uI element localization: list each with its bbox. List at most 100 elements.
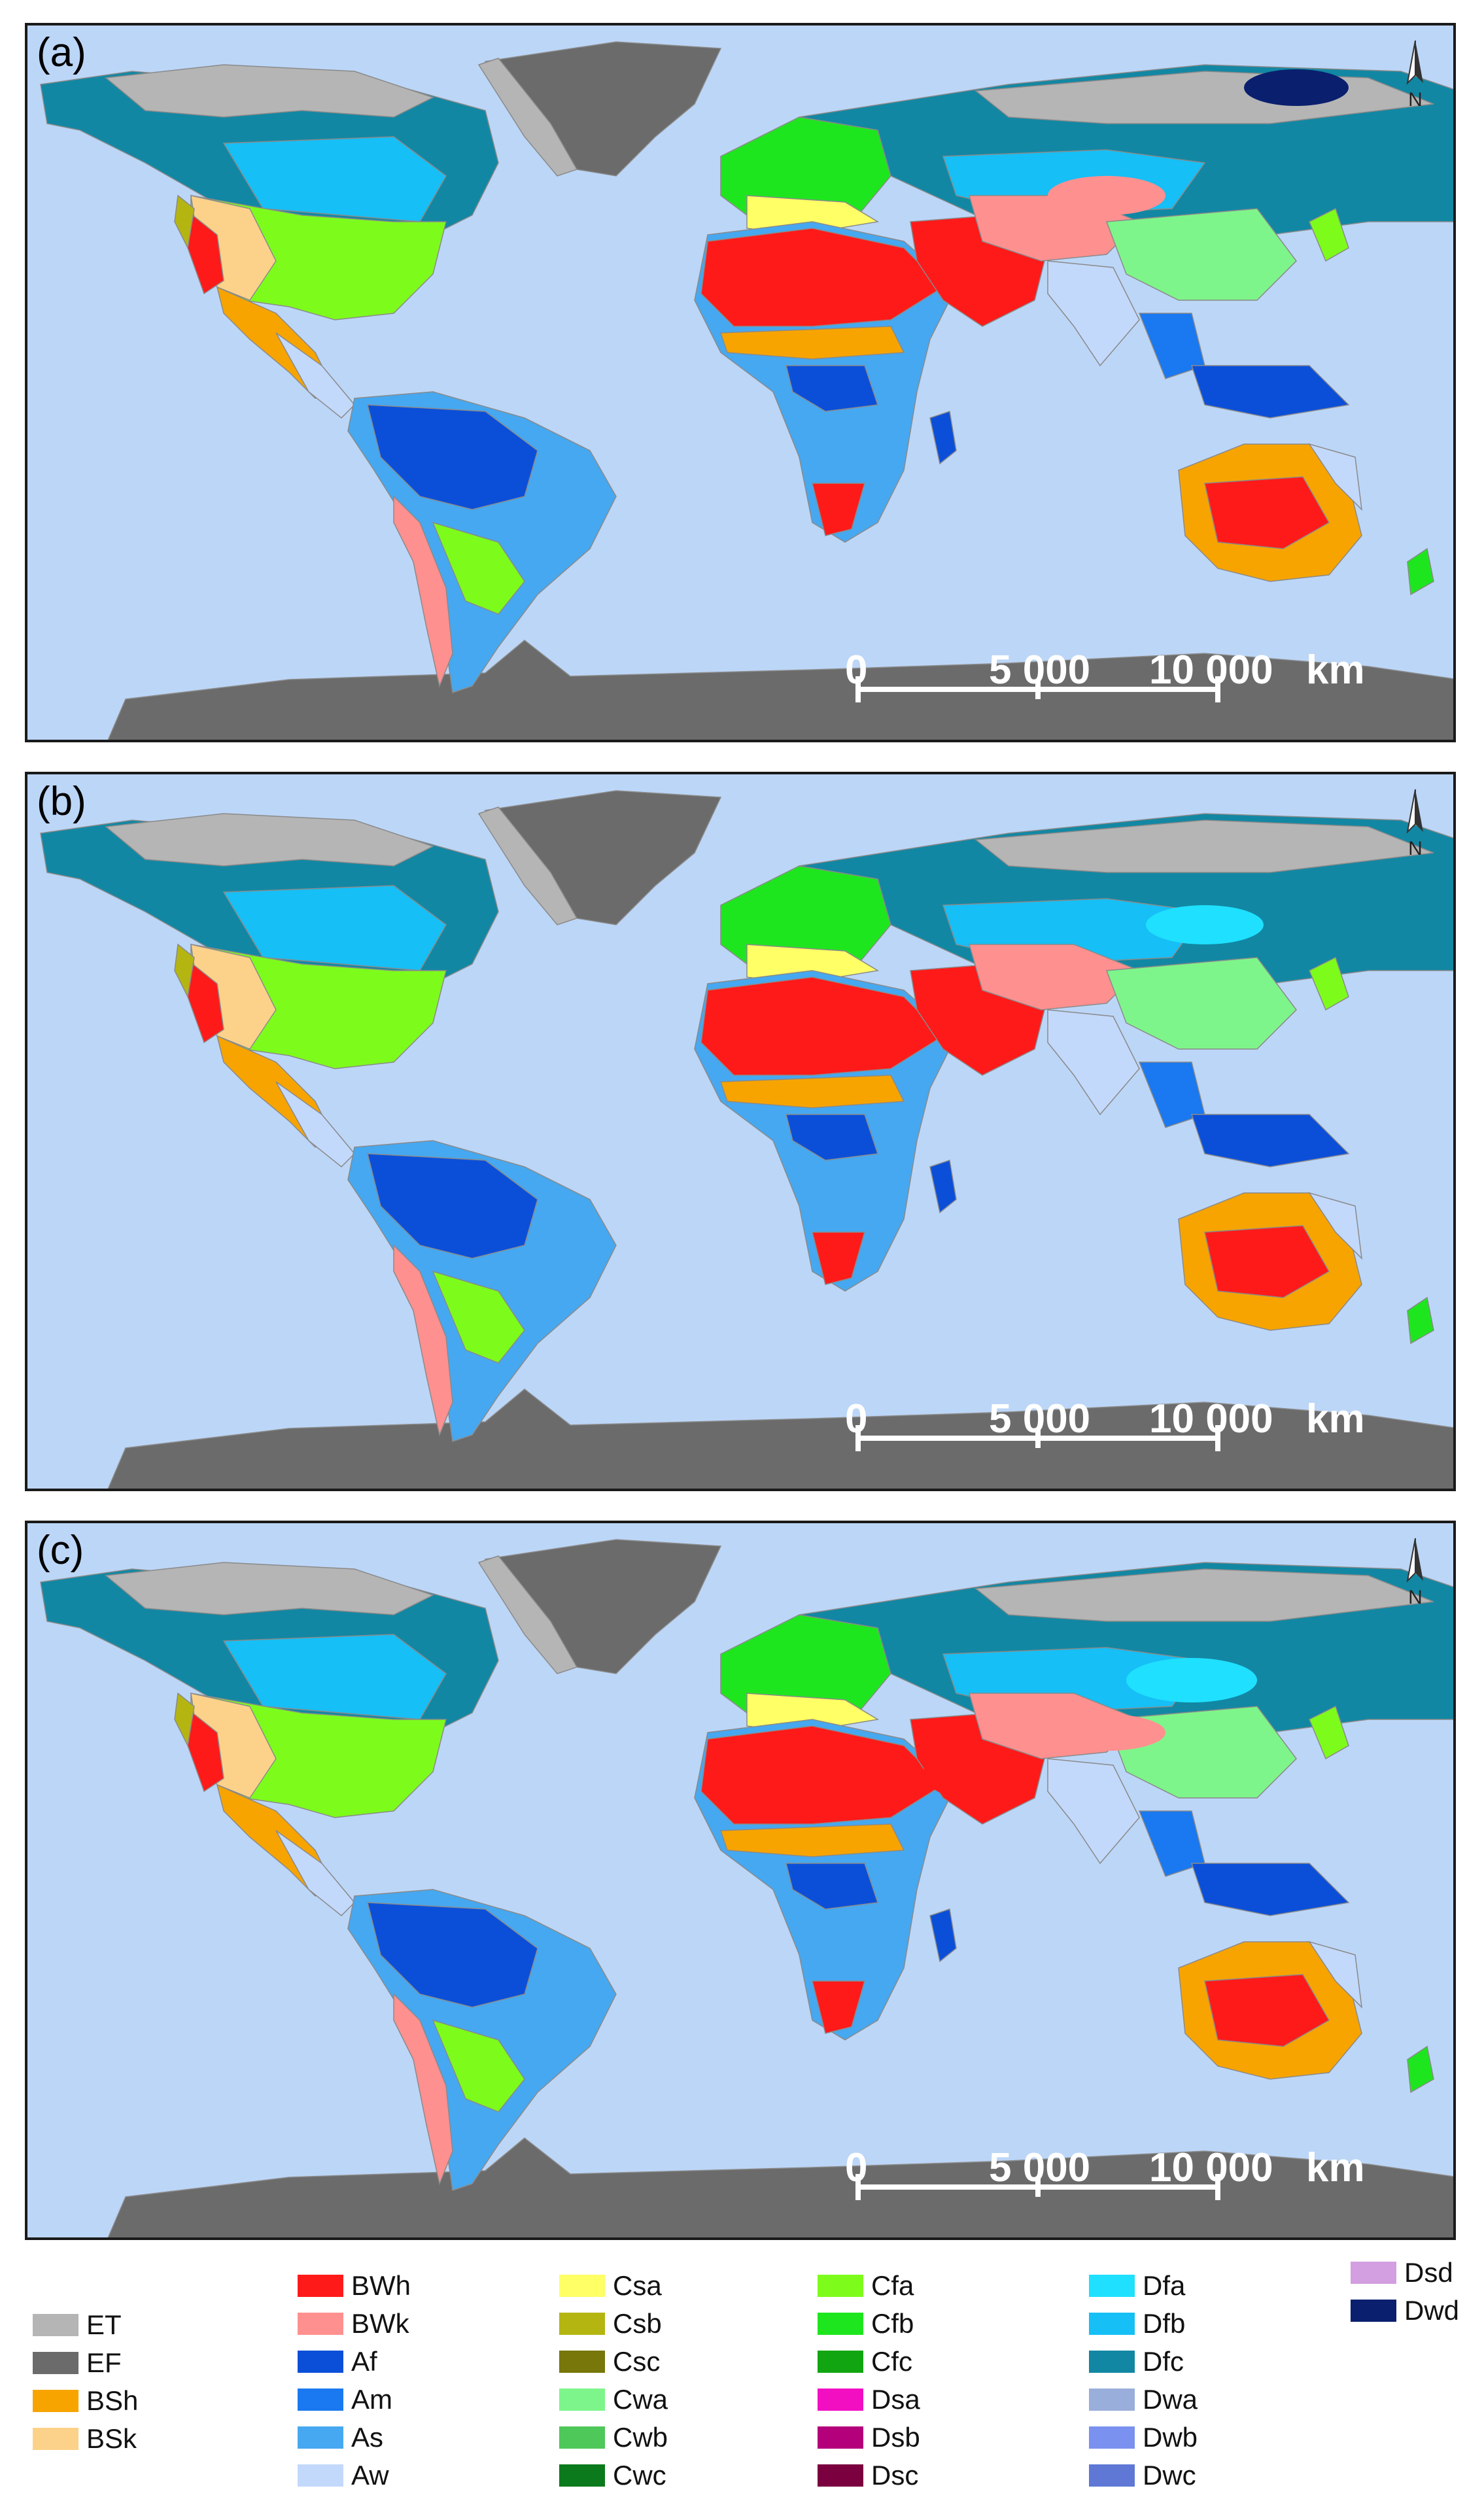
new-zealand-cfb	[1407, 547, 1434, 596]
sahel-bsh	[719, 326, 905, 360]
legend-label: Cfa	[871, 2270, 914, 2301]
legend-label: Csb	[613, 2308, 662, 2339]
scale-unit: km	[1306, 647, 1365, 693]
legend-label: BWh	[351, 2270, 411, 2301]
legend-label: Dfa	[1143, 2270, 1186, 2301]
legend-swatch	[298, 2464, 343, 2487]
japan-cfa	[1309, 1705, 1349, 1760]
antarctica-region	[107, 1388, 1453, 1489]
madagascar	[929, 411, 957, 465]
legend-label: Cfc	[871, 2346, 912, 2377]
legend-item-csa: Csa	[559, 2269, 662, 2302]
indonesia-af	[1190, 1863, 1350, 1916]
greenland-coast	[477, 1555, 578, 1674]
australia-aw	[1308, 1192, 1363, 1260]
scale-unit: km	[1306, 2145, 1365, 2190]
legend-label: Am	[351, 2384, 392, 2415]
legend-label: Cfb	[871, 2308, 914, 2339]
climate-map-b	[40, 790, 1453, 1489]
legend-label: Af	[351, 2346, 377, 2377]
climate-legend: ET EF BSh BSk BWh BWk Af Am As Aw Csa Csb Csc Cwa Cwb C…	[0, 2256, 1484, 2518]
legend-label: Dwb	[1143, 2422, 1198, 2453]
legend-label: Dwc	[1143, 2460, 1196, 2491]
dwd-patch	[1244, 69, 1349, 106]
legend-swatch	[1089, 2275, 1135, 2297]
congo-af	[785, 1114, 879, 1161]
legend-swatch	[559, 2351, 605, 2373]
sahel-bsh	[719, 1075, 905, 1109]
central-america-aw	[275, 1081, 356, 1168]
legend-swatch	[1089, 2426, 1135, 2449]
scale-end: 10 000	[1149, 1396, 1273, 1441]
south-america-cfa	[432, 2019, 525, 2113]
scale-bar	[855, 1425, 1220, 1451]
bwh-expansion	[937, 997, 1028, 1049]
sahara-bwh	[700, 1725, 944, 1825]
legend-item-bsk: BSk	[33, 2423, 137, 2455]
indonesia-af	[1190, 365, 1350, 419]
amazon-af	[367, 404, 538, 510]
indonesia-af	[1190, 1114, 1350, 1167]
legend-swatch	[818, 2351, 863, 2373]
dfa-patch	[1126, 1658, 1257, 1702]
legend-swatch	[559, 2275, 605, 2297]
legend-label: Dfb	[1143, 2308, 1186, 2339]
legend-label: BWk	[351, 2308, 409, 2339]
north-letter: N	[1408, 89, 1423, 111]
north-letter: N	[1408, 1587, 1423, 1608]
australia-aw	[1308, 1940, 1363, 2009]
legend-item-dfc: Dfc	[1089, 2345, 1184, 2378]
legend-swatch	[33, 2390, 78, 2412]
legend-swatch	[818, 2389, 863, 2411]
legend-label: Csa	[613, 2270, 662, 2301]
legend-swatch	[1089, 2464, 1135, 2487]
india-aw	[1047, 1758, 1140, 1865]
legend-swatch	[33, 2352, 78, 2374]
india-aw	[1047, 260, 1140, 367]
legend-swatch	[298, 2351, 343, 2373]
scale-bar	[855, 2174, 1220, 2200]
north-arrow-icon: N	[1406, 789, 1423, 859]
north-letter: N	[1408, 838, 1423, 859]
legend-label: Dsd	[1404, 2257, 1453, 2288]
map-panel-b: (b) N 0 5 000 10 000 km	[25, 772, 1456, 1491]
dfa-patch	[1146, 905, 1264, 944]
legend-item-bwk: BWk	[298, 2307, 409, 2340]
legend-item-dwd: Dwd	[1351, 2294, 1459, 2327]
scale-bar	[855, 676, 1220, 702]
legend-item-ef: EF	[33, 2347, 122, 2379]
scale-unit: km	[1306, 1396, 1365, 1441]
antarctica-region	[107, 2137, 1453, 2237]
legend-label: Dwa	[1143, 2384, 1198, 2415]
siberia-tundra	[975, 1568, 1434, 1622]
legend-label: Cwc	[613, 2460, 666, 2491]
scale-end: 10 000	[1149, 2145, 1273, 2190]
congo-af	[785, 1863, 879, 1910]
legend-label: Dwd	[1404, 2295, 1460, 2326]
australia-bwh	[1204, 1974, 1330, 2047]
panel-label-a: (a)	[37, 30, 86, 75]
legend-swatch	[559, 2313, 605, 2335]
new-zealand-cfb	[1407, 1296, 1434, 1345]
legend-label: EF	[86, 2347, 122, 2378]
madagascar	[929, 1908, 957, 1963]
china-cwa	[1105, 957, 1297, 1050]
legend-item-cwb: Cwb	[559, 2421, 668, 2454]
australia-bwh	[1204, 476, 1330, 549]
central-asia-bwk	[969, 944, 1141, 1010]
legend-label: BSk	[86, 2423, 137, 2454]
greenland-coast	[477, 806, 578, 925]
usa-west-coast	[174, 1692, 195, 1748]
legend-item-cwa: Cwa	[559, 2383, 668, 2416]
legend-label: Cwa	[613, 2384, 668, 2415]
map-panel-c: (c) N 0 5 000 10 000 km	[25, 1521, 1456, 2240]
legend-item-af: Af	[298, 2345, 377, 2378]
legend-swatch	[33, 2314, 78, 2336]
legend-swatch	[298, 2389, 343, 2411]
legend-label: ET	[86, 2309, 122, 2340]
kalahari-bwh	[812, 483, 865, 536]
legend-item-cfa: Cfa	[818, 2269, 914, 2302]
legend-item-bsh: BSh	[33, 2385, 138, 2417]
andes-bwk	[393, 1244, 453, 1437]
legend-label: Dsc	[871, 2460, 919, 2491]
